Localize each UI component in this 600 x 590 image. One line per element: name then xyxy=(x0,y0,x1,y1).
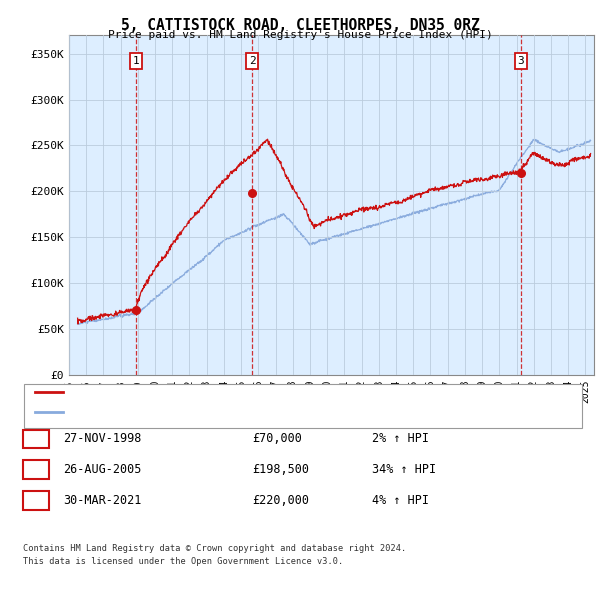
Text: £70,000: £70,000 xyxy=(252,432,302,445)
Text: 5, CATTISTOCK ROAD, CLEETHORPES, DN35 0RZ: 5, CATTISTOCK ROAD, CLEETHORPES, DN35 0R… xyxy=(121,18,479,32)
Text: 2: 2 xyxy=(249,56,256,66)
Text: HPI: Average price, detached house, North East Lincolnshire: HPI: Average price, detached house, Nort… xyxy=(71,407,425,417)
Text: 26-AUG-2005: 26-AUG-2005 xyxy=(63,463,142,476)
Text: 30-MAR-2021: 30-MAR-2021 xyxy=(63,494,142,507)
Text: 2: 2 xyxy=(32,463,40,476)
Text: 3: 3 xyxy=(517,56,524,66)
Text: Contains HM Land Registry data © Crown copyright and database right 2024.: Contains HM Land Registry data © Crown c… xyxy=(23,545,406,553)
Text: 3: 3 xyxy=(32,494,40,507)
Text: This data is licensed under the Open Government Licence v3.0.: This data is licensed under the Open Gov… xyxy=(23,558,343,566)
Text: 2% ↑ HPI: 2% ↑ HPI xyxy=(372,432,429,445)
Text: £198,500: £198,500 xyxy=(252,463,309,476)
Text: 34% ↑ HPI: 34% ↑ HPI xyxy=(372,463,436,476)
Text: 27-NOV-1998: 27-NOV-1998 xyxy=(63,432,142,445)
Text: 1: 1 xyxy=(32,432,40,445)
Text: Price paid vs. HM Land Registry's House Price Index (HPI): Price paid vs. HM Land Registry's House … xyxy=(107,30,493,40)
Text: 5, CATTISTOCK ROAD, CLEETHORPES, DN35 0RZ (detached house): 5, CATTISTOCK ROAD, CLEETHORPES, DN35 0R… xyxy=(71,388,419,397)
Text: 1: 1 xyxy=(133,56,140,66)
Text: £220,000: £220,000 xyxy=(252,494,309,507)
Text: 4% ↑ HPI: 4% ↑ HPI xyxy=(372,494,429,507)
